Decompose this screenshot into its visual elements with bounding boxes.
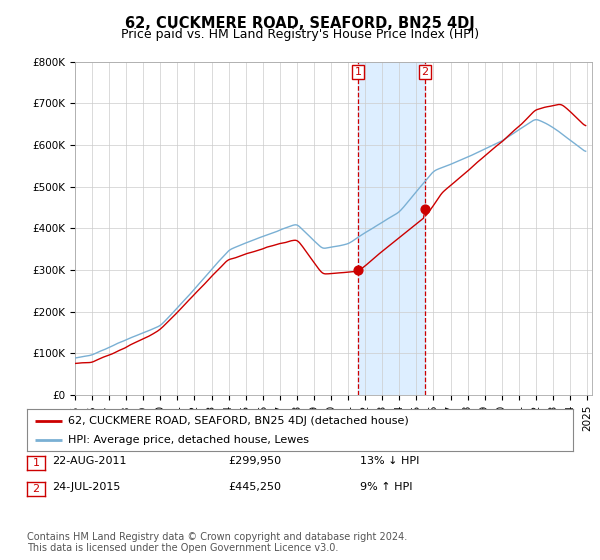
Point (353, 265, 363, 274)
Text: 13% ↓ HPI: 13% ↓ HPI (360, 456, 419, 466)
Text: 62, CUCKMERE ROAD, SEAFORD, BN25 4DJ: 62, CUCKMERE ROAD, SEAFORD, BN25 4DJ (125, 16, 475, 31)
Text: £445,250: £445,250 (228, 482, 281, 492)
Text: 2: 2 (32, 484, 40, 494)
Text: £299,950: £299,950 (228, 456, 281, 466)
Text: Contains HM Land Registry data © Crown copyright and database right 2024.
This d: Contains HM Land Registry data © Crown c… (27, 531, 407, 553)
Text: 2: 2 (421, 67, 428, 77)
Point (420, 205, 430, 214)
Text: 22-AUG-2011: 22-AUG-2011 (52, 456, 127, 466)
Text: 9% ↑ HPI: 9% ↑ HPI (360, 482, 413, 492)
Text: 62, CUCKMERE ROAD, SEAFORD, BN25 4DJ (detached house): 62, CUCKMERE ROAD, SEAFORD, BN25 4DJ (de… (68, 416, 409, 426)
Text: 24-JUL-2015: 24-JUL-2015 (52, 482, 121, 492)
Text: 1: 1 (355, 67, 362, 77)
Text: Price paid vs. HM Land Registry's House Price Index (HPI): Price paid vs. HM Land Registry's House … (121, 28, 479, 41)
Text: 1: 1 (32, 458, 40, 468)
Text: HPI: Average price, detached house, Lewes: HPI: Average price, detached house, Lewe… (68, 435, 309, 445)
Bar (358, 62, 425, 395)
